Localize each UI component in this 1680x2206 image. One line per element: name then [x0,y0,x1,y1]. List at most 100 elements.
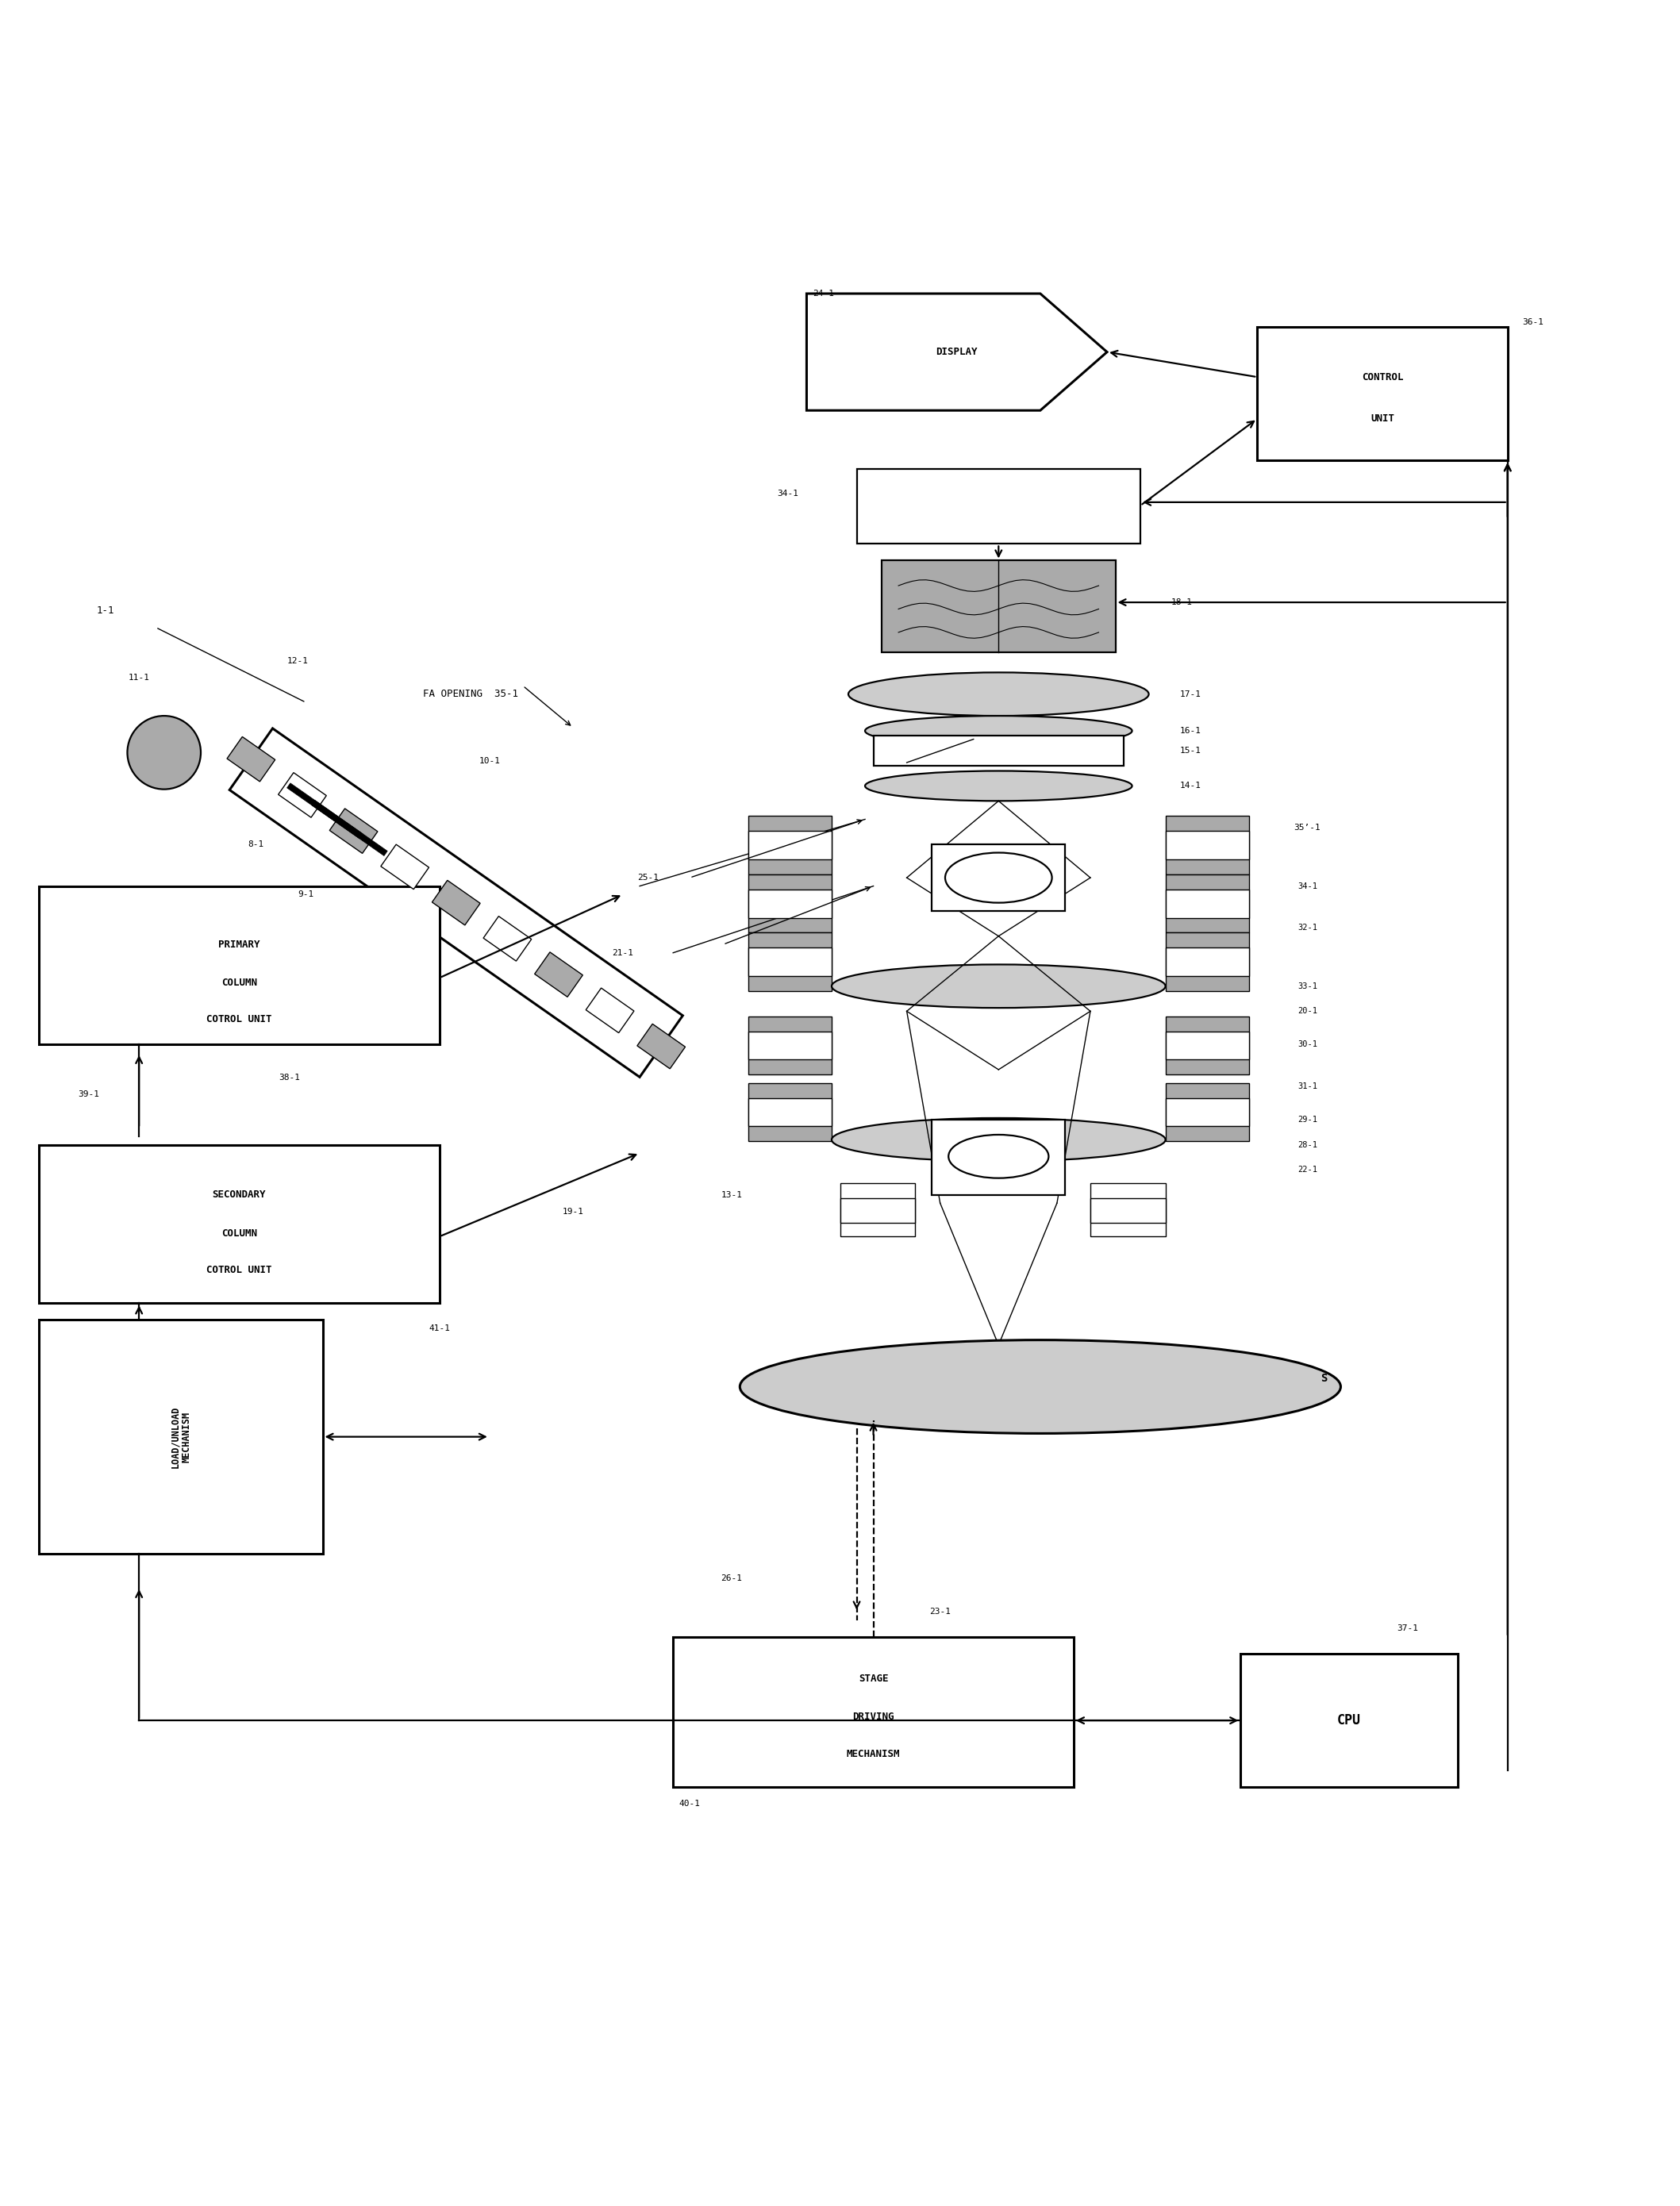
Text: 21-1: 21-1 [612,949,633,957]
Bar [748,949,832,977]
Text: COTROL UNIT: COTROL UNIT [207,1015,272,1026]
Text: 17-1: 17-1 [1179,690,1201,697]
Bar [748,874,832,933]
Text: DISPLAY: DISPLAY [936,346,978,357]
Bar [748,832,832,860]
Text: 19-1: 19-1 [563,1207,583,1216]
Text: 13-1: 13-1 [721,1191,743,1198]
Polygon shape [432,880,480,924]
Ellipse shape [128,715,202,790]
Bar [857,470,1141,545]
Bar [748,1083,832,1141]
Text: 39-1: 39-1 [79,1090,99,1099]
Ellipse shape [832,964,1166,1008]
Text: 11-1: 11-1 [128,673,150,682]
Bar [39,887,440,1046]
Text: 38-1: 38-1 [279,1074,301,1081]
Text: 32-1: 32-1 [1297,924,1317,931]
Polygon shape [336,818,388,856]
Bar [874,737,1124,765]
Text: DRIVING: DRIVING [852,1712,894,1723]
Text: 20-1: 20-1 [1297,1008,1317,1015]
Bar [1166,933,1248,990]
Polygon shape [637,1024,685,1068]
Bar [674,1637,1074,1787]
Polygon shape [279,772,326,818]
Text: 8-1: 8-1 [249,840,264,849]
Polygon shape [230,728,682,1077]
Bar [1166,1099,1248,1127]
Bar [840,1182,916,1238]
Ellipse shape [949,1134,1048,1178]
Text: 33-1: 33-1 [1297,982,1317,990]
Polygon shape [311,801,363,838]
Bar [748,933,832,990]
Text: 35’-1: 35’-1 [1294,823,1320,832]
Bar [748,889,832,918]
Text: 24-1: 24-1 [813,289,833,298]
Text: 40-1: 40-1 [679,1800,701,1809]
Text: 22-1: 22-1 [1297,1165,1317,1174]
Text: 30-1: 30-1 [1297,1041,1317,1048]
Text: UNIT: UNIT [1371,413,1394,424]
Text: STAGE: STAGE [858,1674,889,1683]
Text: 28-1: 28-1 [1297,1141,1317,1149]
Ellipse shape [739,1339,1341,1434]
Bar [882,560,1116,653]
Text: 23-1: 23-1 [929,1608,951,1617]
Text: 14-1: 14-1 [1179,781,1201,790]
Bar [1166,1017,1248,1074]
Bar [748,1017,832,1074]
Bar [1166,889,1248,918]
Text: CPU: CPU [1337,1714,1361,1727]
Text: 31-1: 31-1 [1297,1083,1317,1090]
Text: MECHANISM: MECHANISM [847,1749,900,1758]
Bar [1166,816,1248,874]
Text: 12-1: 12-1 [287,657,309,664]
Text: CONTROL: CONTROL [1361,373,1403,382]
Bar [39,1319,323,1553]
Bar [1090,1198,1166,1222]
Text: 29-1: 29-1 [1297,1116,1317,1123]
Bar [1257,326,1507,461]
Ellipse shape [946,854,1052,902]
Bar [1166,874,1248,933]
Text: FA OPENING  35-1: FA OPENING 35-1 [423,688,517,699]
Ellipse shape [865,715,1132,746]
Polygon shape [806,293,1107,410]
Text: COLUMN: COLUMN [222,1229,257,1238]
Text: PRIMARY: PRIMARY [218,940,260,949]
Text: 41-1: 41-1 [428,1324,450,1332]
Polygon shape [287,783,338,821]
Bar [840,1198,916,1222]
Ellipse shape [832,1118,1166,1160]
Ellipse shape [848,673,1149,715]
Polygon shape [227,737,276,781]
Bar [1166,832,1248,860]
Text: SECONDARY: SECONDARY [212,1189,265,1200]
Bar [1166,1030,1248,1059]
Text: 26-1: 26-1 [721,1575,743,1582]
Bar [1240,1654,1458,1787]
Text: 15-1: 15-1 [1179,748,1201,754]
Ellipse shape [865,770,1132,801]
Polygon shape [484,915,531,962]
Text: 1-1: 1-1 [97,604,114,615]
Text: 34-1: 34-1 [1297,882,1317,889]
Polygon shape [329,810,378,854]
Bar [932,1121,1065,1196]
Text: 37-1: 37-1 [1396,1626,1418,1632]
Text: 18-1: 18-1 [1171,598,1193,607]
Text: LOAD/UNLOAD
MECHANISM: LOAD/UNLOAD MECHANISM [170,1405,192,1467]
Polygon shape [534,953,583,997]
Text: 16-1: 16-1 [1179,726,1201,735]
Text: 25-1: 25-1 [637,874,659,882]
Text: COLUMN: COLUMN [222,977,257,988]
Text: 10-1: 10-1 [479,757,501,765]
Bar [1090,1182,1166,1238]
Bar [748,1099,832,1127]
Bar [1166,949,1248,977]
Text: 9-1: 9-1 [297,891,314,898]
Text: S: S [1320,1372,1327,1383]
Bar [748,816,832,874]
